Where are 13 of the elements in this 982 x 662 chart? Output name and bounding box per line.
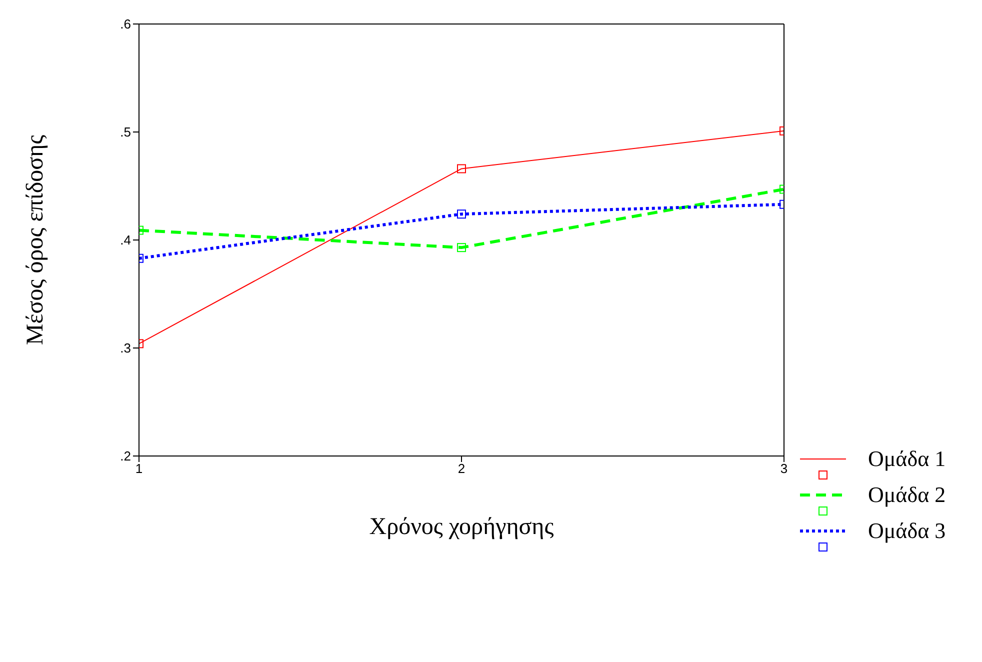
x-tick-label: 3 [780,461,788,476]
y-tick-label: .2 [120,448,131,464]
y-tick-label: .3 [120,340,131,356]
legend-label: Ομάδα 1 [868,446,946,471]
x-tick-label: 2 [458,461,466,476]
y-tick-label: .6 [120,16,131,32]
x-axis-title: Χρόνος χορήγησης [369,514,554,540]
legend-label: Ομάδα 2 [868,482,946,507]
legend-label: Ομάδα 3 [868,518,946,543]
y-tick-label: .5 [120,124,131,140]
y-axis-title: Μέσος όρος επίδοσης [22,134,49,346]
y-tick-label: .4 [120,232,131,248]
x-tick-label: 1 [135,461,143,476]
